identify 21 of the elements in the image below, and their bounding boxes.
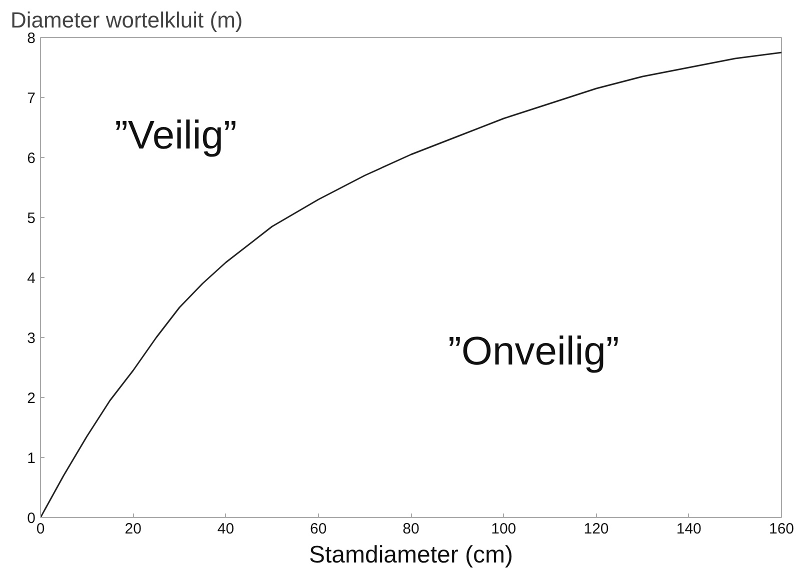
x-tick-label: 40 <box>217 520 234 538</box>
x-tick-label: 20 <box>124 520 142 538</box>
x-tick-label: 60 <box>310 520 327 538</box>
y-tick-label: 7 <box>27 90 36 107</box>
y-axis-title: Diameter wortelkluit (m) <box>10 8 243 32</box>
x-tick-label: 120 <box>584 520 609 538</box>
x-tick-label: 100 <box>491 520 516 538</box>
x-tick-label: 80 <box>402 520 420 538</box>
x-tick-label: 160 <box>768 520 794 538</box>
y-tick-label: 5 <box>27 210 36 227</box>
y-tick-label: 2 <box>27 390 36 407</box>
y-tick-label: 0 <box>27 510 36 527</box>
annotation: ”Onveilig” <box>448 330 620 374</box>
x-tick-label: 140 <box>676 520 702 538</box>
y-tick-label: 8 <box>27 30 36 47</box>
y-tick-label: 6 <box>27 150 36 167</box>
y-tick-label: 3 <box>27 330 36 347</box>
y-tick-label: 1 <box>27 450 36 467</box>
annotation: ”Veilig” <box>114 114 237 158</box>
x-axis-title: Stamdiameter (cm) <box>308 542 514 568</box>
y-tick-label: 4 <box>27 270 36 287</box>
